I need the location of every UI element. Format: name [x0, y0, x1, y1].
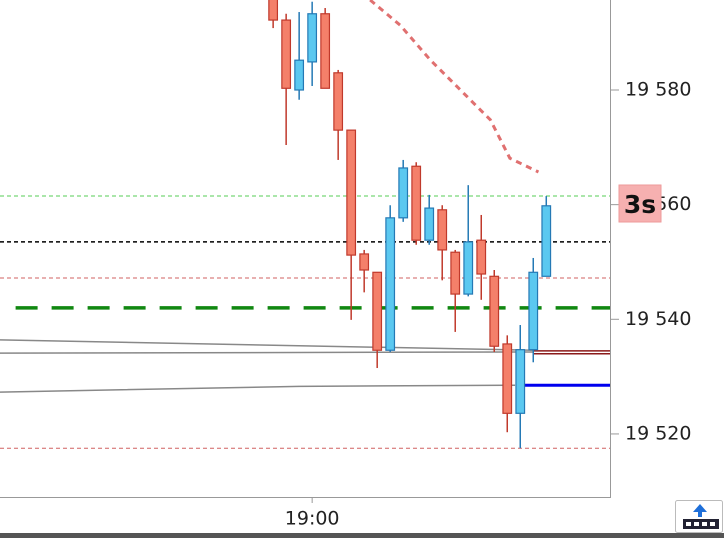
candle-body: [489, 275, 500, 347]
overlay-line: [0, 339, 534, 351]
y-tick-label: 19 580: [625, 78, 691, 100]
candle-body: [411, 165, 422, 241]
bottom-bar: [0, 533, 724, 538]
candle-body: [450, 251, 461, 295]
x-tick-label: 19:00: [285, 508, 340, 530]
candle-body: [437, 209, 448, 251]
candle-body: [398, 167, 409, 219]
button-dot: [686, 522, 691, 526]
candle-body: [372, 271, 383, 351]
auto-scale-button[interactable]: [675, 500, 723, 533]
y-tick-label: 19 540: [625, 308, 691, 330]
button-arrow: [693, 504, 707, 517]
candle-body: [281, 19, 292, 89]
candle-body: [541, 205, 552, 277]
timer-label: 3s: [624, 190, 656, 219]
candle-body: [528, 271, 539, 351]
candle-body: [476, 239, 487, 275]
candle-body: [359, 253, 370, 271]
timer-badge: 3s: [618, 184, 662, 223]
candle-body: [268, 0, 279, 21]
button-base: [683, 519, 719, 529]
overlay-line: [0, 384, 516, 393]
plot-area: [0, 0, 610, 449]
candle-body: [424, 207, 435, 241]
button-dot: [694, 522, 699, 526]
candle-body: [320, 13, 331, 89]
overlay-line: [0, 351, 534, 354]
overlay-line: [369, 0, 540, 174]
y-tick-label: 19 520: [625, 422, 691, 444]
candle-body: [294, 59, 305, 91]
candle-body: [333, 72, 344, 131]
candle-body: [463, 241, 474, 295]
candle-body: [346, 129, 357, 256]
button-dot: [702, 522, 707, 526]
candle-body: [307, 13, 318, 63]
timer-badge-bg: [618, 184, 662, 223]
button-dot: [710, 522, 715, 526]
candle-body: [515, 349, 526, 414]
candle-body: [502, 343, 513, 414]
candle-body: [385, 217, 396, 351]
